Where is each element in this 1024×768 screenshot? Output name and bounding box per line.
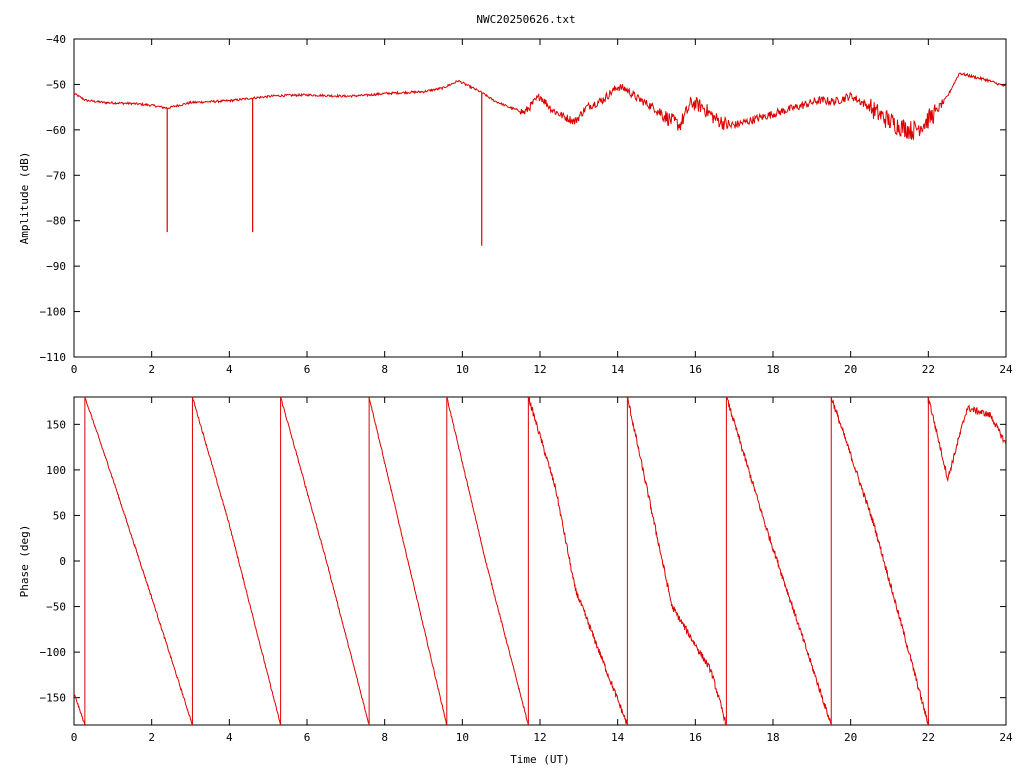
phase-x-tick-label: 22: [922, 731, 935, 744]
phase-series-segment: [74, 692, 86, 725]
phase-x-tick-label: 18: [766, 731, 779, 744]
amplitude-y-axis-label: Amplitude (dB): [18, 152, 31, 245]
phase-x-tick-label: 12: [533, 731, 546, 744]
phase-series-segment: [368, 397, 448, 725]
amplitude-y-tick-label: −50: [46, 78, 66, 91]
amplitude-x-tick-label: 20: [844, 363, 857, 376]
amplitude-x-tick-label: 10: [456, 363, 469, 376]
amplitude-x-tick-label: 8: [381, 363, 388, 376]
amplitude-y-tick-label: −60: [46, 124, 66, 137]
phase-x-tick-label: 24: [999, 731, 1013, 744]
phase-y-tick-label: −100: [40, 646, 67, 659]
amplitude-data-layer: [74, 72, 1006, 246]
phase-series-segment: [191, 397, 282, 725]
phase-series-segment: [446, 397, 529, 725]
amplitude-panel: 0 2 4 6 8 10 12 14 16 18 20 22 24−110−100−90−80−70−6…: [18, 33, 1013, 376]
phase-y-tick-label: 0: [59, 555, 66, 568]
phase-series-segment: [84, 397, 193, 725]
amplitude-x-tick-label: 14: [611, 363, 625, 376]
chart-title: NWC20250626.txt: [476, 13, 575, 26]
phase-x-tick-label: 4: [226, 731, 233, 744]
phase-y-tick-label: 50: [53, 509, 66, 522]
amplitude-x-tick-label: 18: [766, 363, 779, 376]
phase-y-tick-label: 150: [46, 418, 66, 431]
amplitude-x-tick-label: 0: [71, 363, 78, 376]
phase-y-tick-label: 100: [46, 464, 66, 477]
phase-panel: 0 2 4 6 8 10 12 14 16 18 20 22 24−150−100−5005010015…: [18, 396, 1013, 766]
phase-x-tick-label: 2: [148, 731, 155, 744]
phase-series-segment: [726, 397, 832, 725]
phase-x-tick-label: 6: [304, 731, 311, 744]
amplitude-y-tick-label: −70: [46, 169, 66, 182]
amplitude-x-tick-label: 2: [148, 363, 155, 376]
phase-x-tick-label: 10: [456, 731, 469, 744]
amplitude-x-tick-label: 6: [304, 363, 311, 376]
amplitude-y-tick-label: −40: [46, 33, 66, 46]
phase-series-segment: [527, 397, 628, 725]
phase-x-tick-label: 16: [689, 731, 702, 744]
amplitude-y-tick-label: −90: [46, 260, 66, 273]
phase-data-layer: [74, 397, 1006, 725]
amplitude-x-tick-label: 12: [533, 363, 546, 376]
phase-series-segment: [830, 397, 929, 725]
amplitude-y-tick-label: −80: [46, 215, 66, 228]
phase-x-tick-label: 20: [844, 731, 857, 744]
amplitude-x-tick-label: 24: [999, 363, 1013, 376]
phase-y-tick-label: −150: [40, 692, 67, 705]
phase-series-segment: [927, 397, 1006, 483]
phase-series-segment: [626, 397, 727, 725]
amplitude-x-tick-label: 16: [689, 363, 702, 376]
phase-series-segment: [280, 397, 370, 725]
phase-x-tick-label: 0: [71, 731, 78, 744]
amplitude-x-tick-label: 22: [922, 363, 935, 376]
amplitude-y-tick-label: −100: [40, 306, 67, 319]
amplitude-x-tick-label: 4: [226, 363, 233, 376]
phase-x-tick-label: 8: [381, 731, 388, 744]
phase-y-tick-label: −50: [46, 601, 66, 614]
amplitude-series-line: [74, 72, 1006, 140]
amplitude-y-tick-label: −110: [40, 351, 67, 364]
phase-x-axis-label: Time (UT): [510, 753, 570, 766]
phase-x-tick-label: 14: [611, 731, 625, 744]
phase-y-axis-label: Phase (deg): [18, 525, 31, 598]
